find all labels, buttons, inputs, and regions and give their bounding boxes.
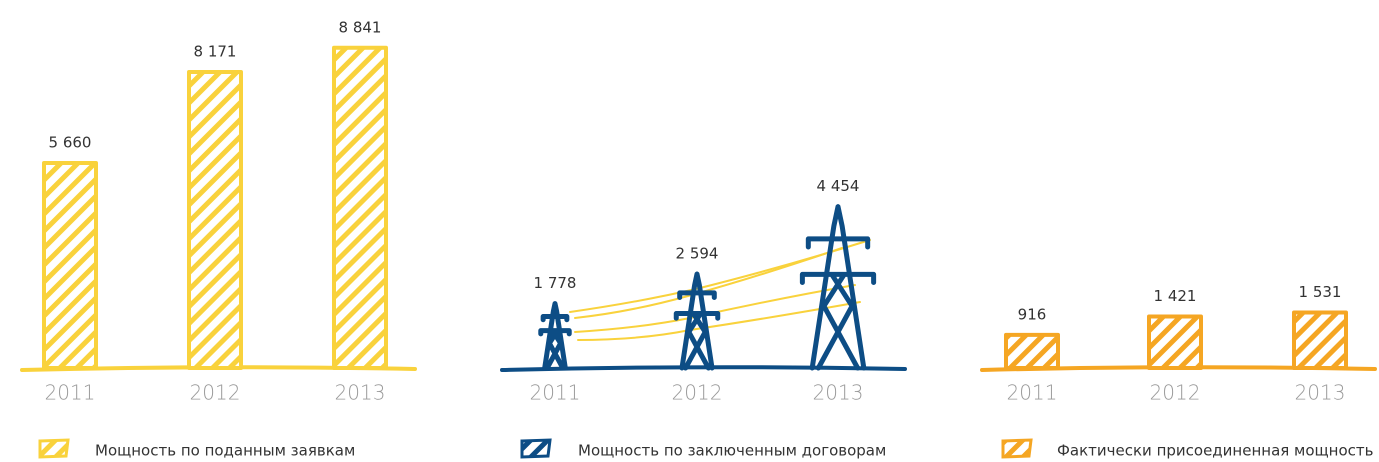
x-tick-label: 2011	[1007, 381, 1058, 405]
x-tick-label: 2012	[1150, 381, 1201, 405]
value-label: 4 454	[817, 177, 860, 195]
bar	[1292, 310, 1348, 371]
bar	[42, 160, 98, 370]
legend-label: Мощность по заключенным договорам	[578, 442, 886, 460]
baseline	[500, 365, 907, 372]
legend-icon	[38, 438, 70, 459]
bar	[1147, 314, 1203, 371]
value-label: 2 594	[676, 245, 719, 263]
legend-label: Фактически присоединенная мощность	[1057, 442, 1373, 460]
legend-label: Мощность по поданным заявкам	[95, 442, 355, 460]
bar	[187, 70, 243, 370]
x-tick-label: 2011	[45, 381, 96, 405]
tower	[799, 204, 877, 371]
bar	[332, 45, 388, 370]
value-label: 5 660	[49, 133, 92, 151]
x-tick-label: 2011	[530, 381, 581, 405]
x-tick-label: 2012	[190, 381, 241, 405]
value-label: 1 421	[1154, 287, 1197, 305]
value-label: 1 531	[1299, 283, 1342, 301]
x-tick-label: 2013	[335, 381, 386, 405]
tower	[538, 301, 572, 371]
value-label: 8 171	[194, 43, 237, 61]
x-tick-label: 2013	[813, 381, 864, 405]
bar	[1004, 332, 1060, 370]
value-label: 1 778	[534, 274, 577, 292]
x-tick-label: 2013	[1295, 381, 1346, 405]
legend-icon	[520, 438, 552, 459]
value-label: 8 841	[339, 18, 382, 36]
x-tick-label: 2012	[672, 381, 723, 405]
legend-icon	[1001, 438, 1033, 459]
value-label: 916	[1018, 305, 1047, 323]
tower	[673, 271, 721, 371]
